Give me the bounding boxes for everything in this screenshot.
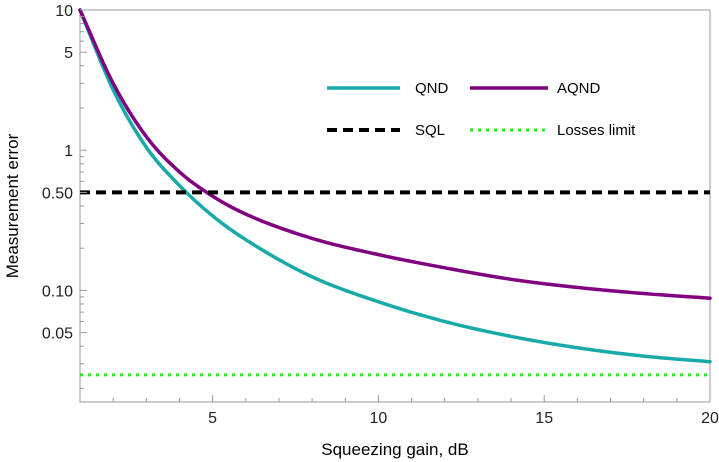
y-tick-label: 0.05 <box>42 326 73 343</box>
y-tick-label: 5 <box>64 45 73 62</box>
series-line-aqnd <box>78 8 712 300</box>
series-line-qnd <box>78 8 712 364</box>
legend: QND AQND SQL Losses limit <box>327 80 636 139</box>
x-tick-label: 5 <box>208 410 217 427</box>
legend-label-aqnd: AQND <box>557 80 601 97</box>
x-tick-label: 15 <box>535 410 553 427</box>
x-tick-label: 20 <box>701 410 719 427</box>
legend-label-qnd: QND <box>415 80 449 97</box>
y-tick-label: 1 <box>64 143 73 160</box>
x-tick-label: 10 <box>370 410 388 427</box>
y-axis-title: Measurement error <box>3 133 22 278</box>
series-layer <box>78 8 712 377</box>
ticks-layer: 5 10 15 20 10 5 1 0.50 0.10 0.05 <box>42 3 719 427</box>
legend-label-losses-limit: Losses limit <box>557 122 636 139</box>
y-tick-label: 0.10 <box>42 283 73 300</box>
y-tick-label: 0.50 <box>42 185 73 202</box>
plot-frame <box>79 9 711 403</box>
y-tick-label: 10 <box>55 3 73 20</box>
legend-label-sql: SQL <box>415 122 445 139</box>
x-axis-title: Squeezing gain, dB <box>321 440 468 459</box>
